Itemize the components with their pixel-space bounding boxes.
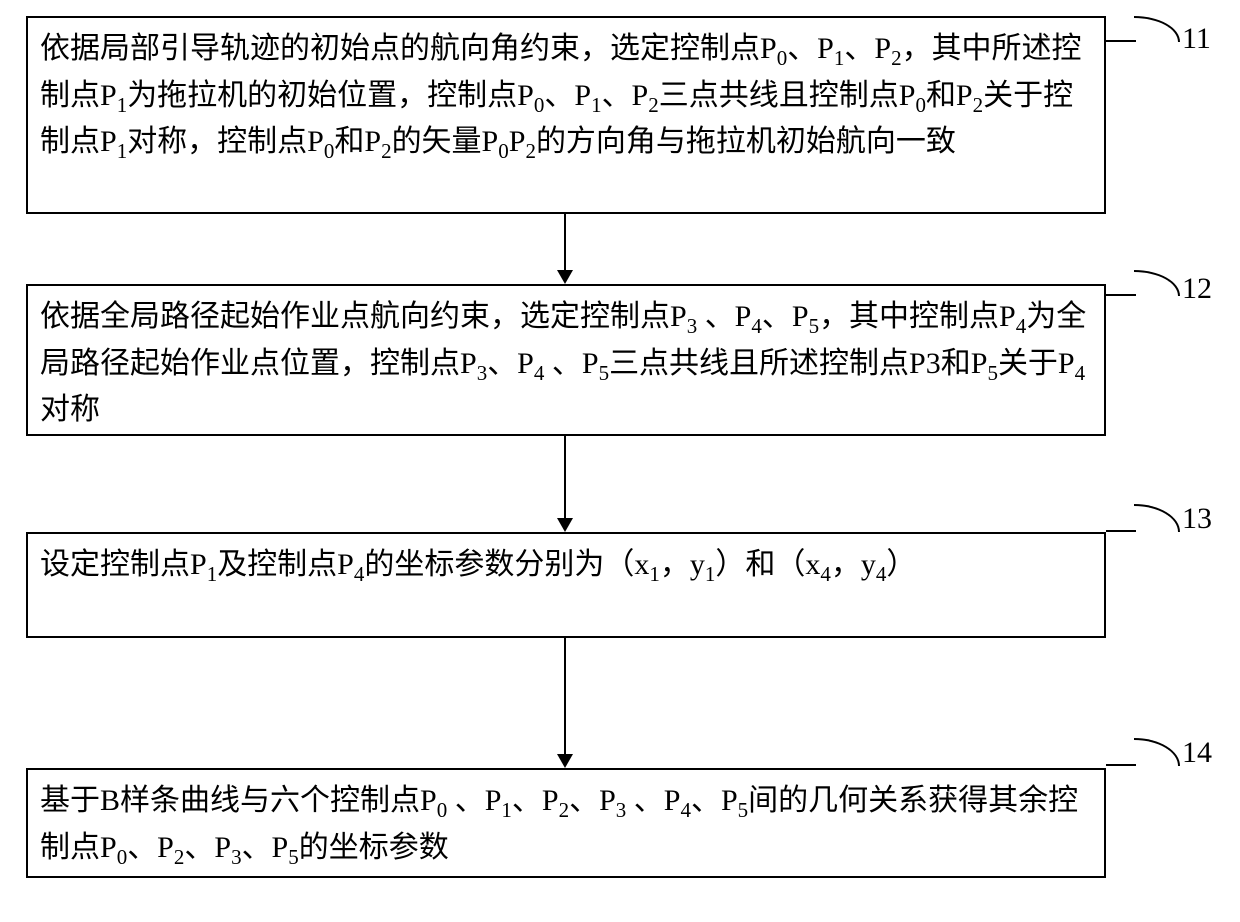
label-12: 12 bbox=[1182, 272, 1212, 306]
arrow-13-14-line bbox=[564, 638, 566, 754]
connector-curve-13 bbox=[1134, 504, 1180, 532]
flow-box-12: 依据全局路径起始作业点航向约束，选定控制点P3 、P4、P5，其中控制点P4为全… bbox=[26, 284, 1106, 436]
label-14: 14 bbox=[1182, 736, 1212, 770]
flow-box-14: 基于B样条曲线与六个控制点P0 、P1、P2、P3 、P4、P5间的几何关系获得… bbox=[26, 768, 1106, 878]
connector-13 bbox=[1106, 530, 1136, 532]
arrow-13-14-head bbox=[557, 754, 573, 768]
flow-box-12-text: 依据全局路径起始作业点航向约束，选定控制点P3 、P4、P5，其中控制点P4为全… bbox=[40, 300, 1086, 426]
connector-curve-12 bbox=[1134, 270, 1180, 296]
arrow-11-12-head bbox=[557, 270, 573, 284]
connector-12 bbox=[1106, 294, 1136, 296]
connector-curve-11 bbox=[1134, 16, 1180, 42]
connector-curve-14 bbox=[1134, 738, 1180, 766]
flow-box-11-text: 依据局部引导轨迹的初始点的航向角约束，选定控制点P0、P1、P2，其中所述控制点… bbox=[40, 32, 1082, 158]
label-11: 11 bbox=[1182, 22, 1211, 56]
arrow-12-13-line bbox=[564, 436, 566, 518]
flow-box-14-text: 基于B样条曲线与六个控制点P0 、P1、P2、P3 、P4、P5间的几何关系获得… bbox=[40, 784, 1078, 864]
flow-box-13: 设定控制点P1及控制点P4的坐标参数分别为（x1，y1）和（x4，y4） bbox=[26, 532, 1106, 638]
label-13: 13 bbox=[1182, 502, 1212, 536]
connector-14 bbox=[1106, 764, 1136, 766]
flow-box-11: 依据局部引导轨迹的初始点的航向角约束，选定控制点P0、P1、P2，其中所述控制点… bbox=[26, 16, 1106, 214]
arrow-11-12-line bbox=[564, 214, 566, 270]
arrow-12-13-head bbox=[557, 518, 573, 532]
connector-11 bbox=[1106, 40, 1136, 42]
flow-box-13-text: 设定控制点P1及控制点P4的坐标参数分别为（x1，y1）和（x4，y4） bbox=[40, 548, 916, 581]
